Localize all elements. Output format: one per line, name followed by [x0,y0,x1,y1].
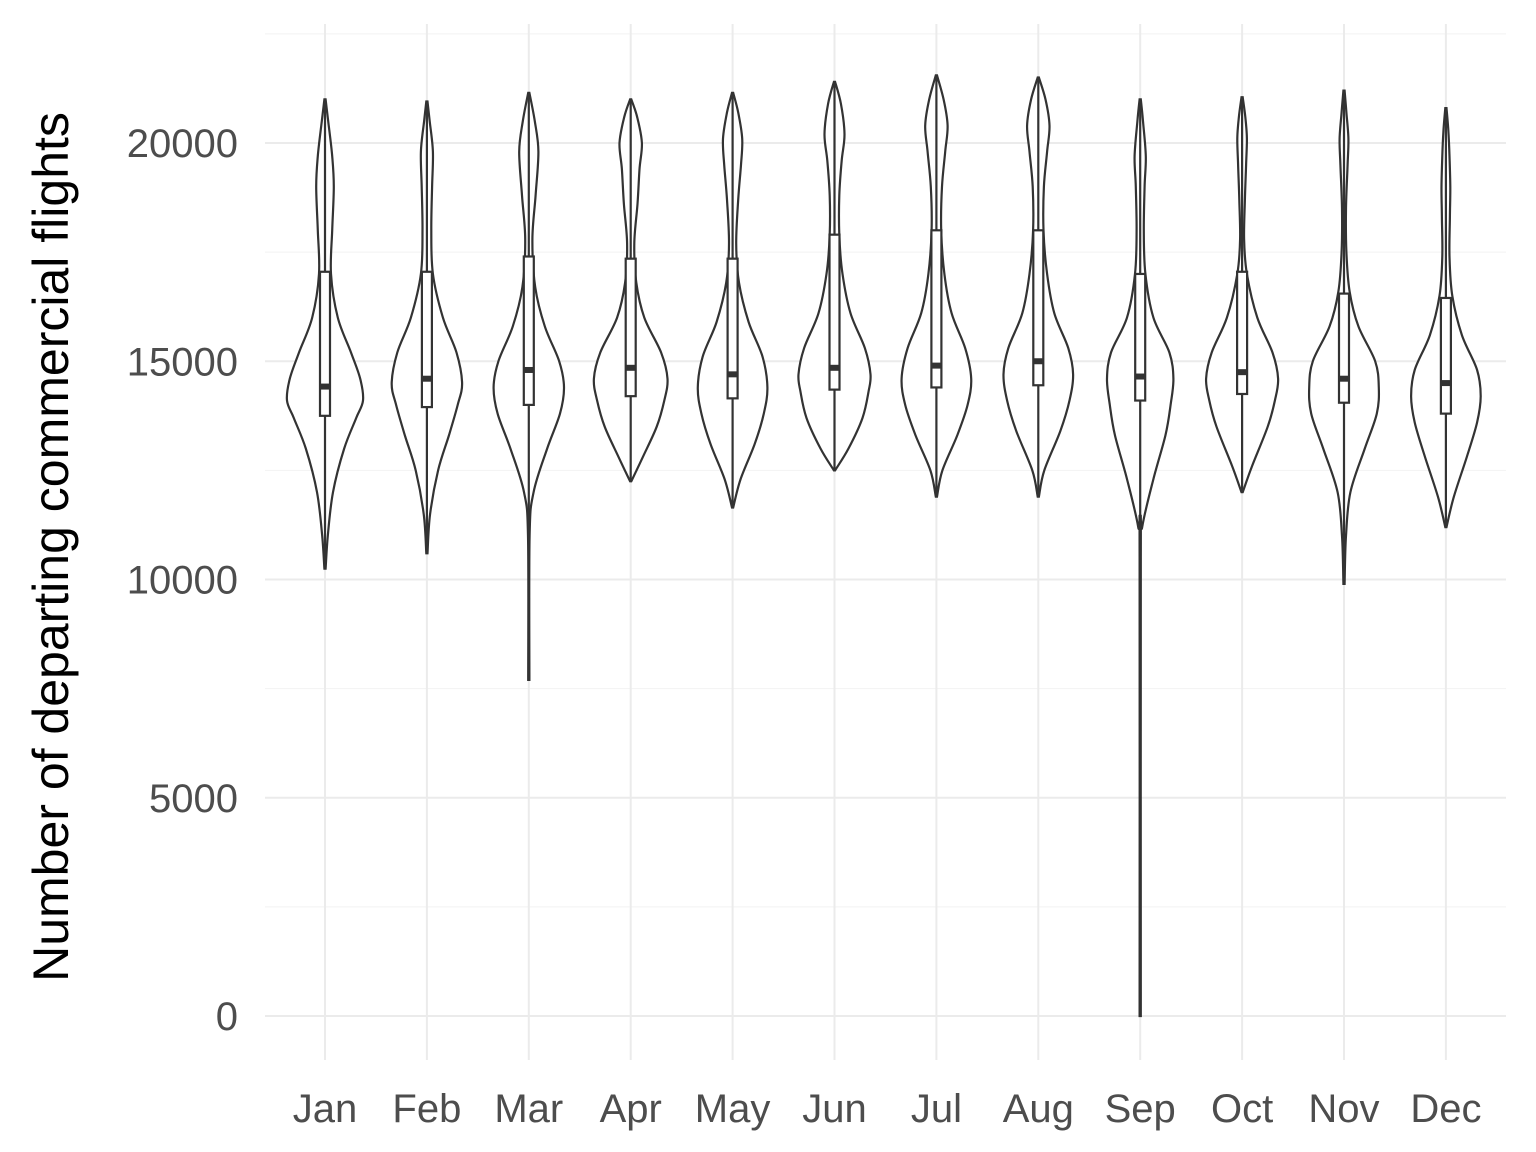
x-tick-label: Apr [600,1087,662,1131]
y-tick-label: 10000 [127,559,238,603]
y-axis-title: Number of departing commercial flights [23,112,79,982]
iqr-box [1032,229,1045,387]
x-tick-label: Sep [1105,1087,1176,1131]
iqr-box [522,255,535,406]
y-axis-tick-labels: 0 5000 10000 15000 20000 [127,122,238,1039]
x-axis-tick-labels: Jan Feb Mar Apr May Jun Jul Aug Sep Oct Nov Dec [293,1087,1482,1131]
iqr-box [1235,270,1249,396]
violin-group-oct [1204,96,1280,494]
minor-gridlines [265,33,1506,908]
x-tick-label: Aug [1003,1087,1074,1131]
y-tick-label: 0 [216,995,238,1039]
x-tick-label: Jul [911,1087,962,1131]
major-gridlines [265,24,1506,1060]
plot-area [265,24,1506,1060]
violin-group-feb [390,100,464,555]
iqr-box [726,257,739,400]
iqr-box [1439,296,1453,415]
iqr-box [1337,292,1351,404]
x-tick-label: Jan [293,1087,358,1131]
violin-group-jun [797,80,872,472]
x-tick-label: Oct [1211,1087,1273,1131]
y-tick-label: 20000 [127,122,238,166]
y-tick-label: 15000 [127,340,238,384]
iqr-box [624,257,637,398]
violin-group-jan [285,98,365,570]
violin-group-dec [1409,107,1482,529]
iqr-box [318,270,332,417]
x-tick-label: Nov [1308,1087,1379,1131]
x-tick-label: May [695,1087,771,1131]
iqr-box [420,270,433,409]
x-tick-label: Dec [1410,1087,1481,1131]
violin-group-may [696,91,769,509]
iqr-box [828,233,841,391]
violin-group-jul [900,74,973,498]
x-tick-label: Feb [392,1087,461,1131]
violin-group-mar [492,91,566,681]
x-tick-label: Jun [802,1087,867,1131]
iqr-box [930,229,943,389]
y-tick-label: 5000 [149,777,238,821]
iqr-box [1134,272,1147,402]
violins [285,74,1482,1018]
violin-group-nov [1307,89,1381,585]
violin-group-sep [1105,98,1175,1018]
violin-group-apr [592,98,669,483]
x-tick-label: Mar [494,1087,563,1131]
violin-group-aug [1002,76,1075,498]
